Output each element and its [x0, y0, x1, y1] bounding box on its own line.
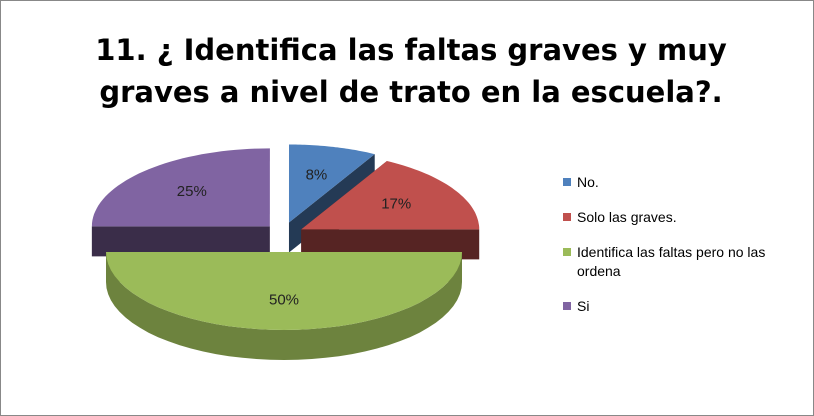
legend-swatch — [563, 178, 571, 186]
data-label: 50% — [269, 291, 299, 308]
slice-wall — [106, 252, 462, 360]
legend-label: Identifica las faltas pero no las ordena — [577, 244, 766, 279]
legend-item: Si — [563, 297, 808, 316]
slice-top — [106, 252, 462, 330]
legend-swatch — [563, 213, 571, 221]
data-label: 8% — [306, 167, 328, 184]
slice-side — [301, 229, 480, 260]
data-label: 25% — [177, 183, 207, 200]
legend-item: No. — [563, 173, 808, 192]
slice-side — [91, 226, 270, 257]
legend-label: No. — [577, 174, 599, 190]
chart-title: 11. ¿ Identifica las faltas graves y muy… — [95, 33, 727, 109]
legend-label: Solo las graves. — [577, 209, 677, 225]
slice-top — [288, 144, 375, 223]
pie-slice — [106, 252, 462, 360]
slice-top — [91, 148, 270, 227]
pie-slice — [301, 161, 480, 260]
pie-slice — [91, 148, 270, 257]
legend-swatch — [563, 302, 571, 310]
slice-top — [301, 161, 480, 230]
legend-swatch — [563, 248, 571, 256]
legend: No. Solo las graves. Identifica las faltas… — [563, 173, 808, 332]
legend-item: Solo las graves. — [563, 208, 808, 227]
legend-label: Si — [577, 298, 590, 314]
data-label: 17% — [381, 196, 411, 213]
legend-item: Identifica las faltas pero no las ordena — [563, 243, 808, 281]
